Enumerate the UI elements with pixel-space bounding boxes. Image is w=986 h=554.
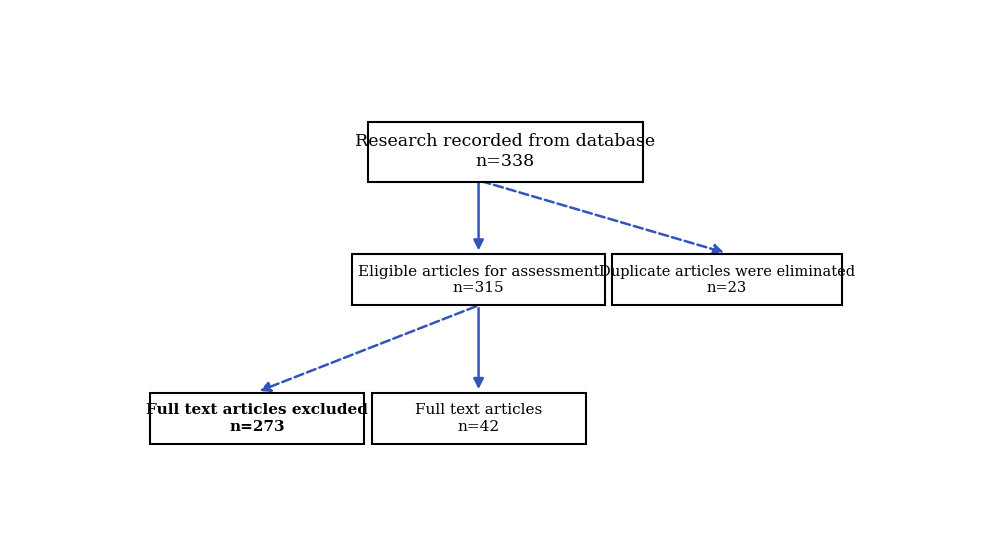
FancyBboxPatch shape [150, 393, 364, 444]
Text: Eligible articles for assessment
n=315: Eligible articles for assessment n=315 [358, 265, 599, 295]
FancyBboxPatch shape [612, 254, 841, 305]
Text: Research recorded from database
n=338: Research recorded from database n=338 [355, 134, 656, 170]
FancyBboxPatch shape [353, 254, 604, 305]
FancyBboxPatch shape [368, 122, 643, 182]
Text: Full text articles
n=42: Full text articles n=42 [415, 403, 542, 434]
Text: Full text articles excluded
n=273: Full text articles excluded n=273 [146, 403, 368, 434]
FancyBboxPatch shape [372, 393, 586, 444]
Text: Duplicate articles were eliminated
n=23: Duplicate articles were eliminated n=23 [599, 265, 855, 295]
